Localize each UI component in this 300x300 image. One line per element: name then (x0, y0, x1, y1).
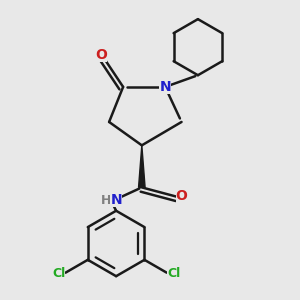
Text: N: N (110, 193, 122, 207)
Polygon shape (139, 145, 145, 188)
Text: O: O (95, 48, 107, 62)
Text: H: H (100, 194, 111, 207)
Text: Cl: Cl (52, 267, 65, 280)
Text: Cl: Cl (167, 267, 180, 280)
Text: O: O (176, 189, 188, 202)
Text: N: N (159, 80, 171, 94)
